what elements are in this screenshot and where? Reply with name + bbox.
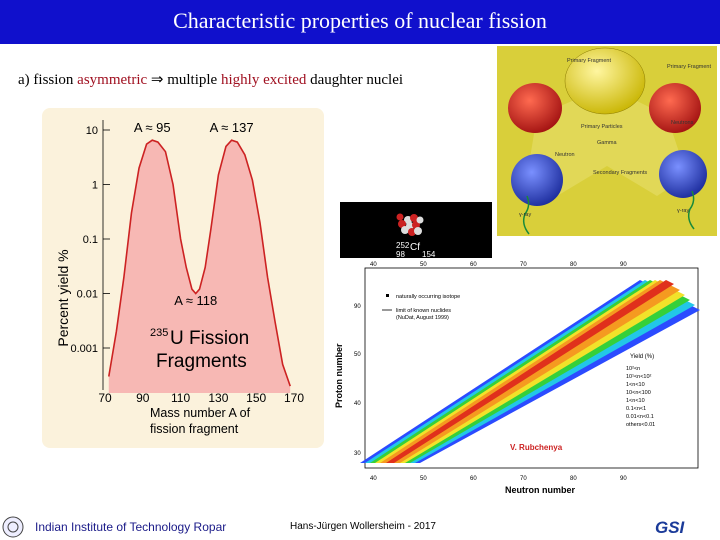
label-gamma-right: γ-ray <box>677 208 689 214</box>
label-secondary: Secondary Fragments <box>593 170 647 176</box>
peak-label: A ≈ 118 <box>174 293 217 308</box>
nuclide-x-tick-bottom: 80 <box>570 476 577 482</box>
fragments-label: Fragments <box>156 351 247 372</box>
nuclide-yield-band <box>360 280 700 463</box>
gamma-wave-right <box>687 190 695 230</box>
cf252-nucleus-image: 252 Cf 98 154 <box>340 202 492 258</box>
x-tick-label: 90 <box>136 391 150 405</box>
beam-shape <box>527 86 687 196</box>
yield-plot-area: 10 1 0.1 0.01 0.001 70 90 110 130 150 170 A ≈ 95 A ≈… <box>70 120 304 405</box>
institute-logo <box>2 516 24 538</box>
yield-legend-level: 0.1<n<1 <box>626 406 646 412</box>
label-gamma: Gamma <box>597 140 618 146</box>
x-tick-label: 150 <box>246 391 266 405</box>
legend-stable: naturally occurring isotope <box>396 294 460 300</box>
x-tick-label: 70 <box>98 391 112 405</box>
peak-label: A ≈ 95 <box>134 120 171 135</box>
u235-label: U Fission <box>170 328 249 349</box>
nuclide-x-tick-bottom: 40 <box>370 476 377 482</box>
secondary-fragment-left <box>511 154 563 206</box>
gsi-logo: GSI <box>655 518 685 537</box>
y-tick-label: 0.001 <box>70 343 98 355</box>
nuclide-x-tick-bottom: 90 <box>620 476 627 482</box>
yield-curve <box>107 139 291 387</box>
subtitle-asymmetric: asymmetric <box>77 72 148 88</box>
gamma-wave-left <box>522 195 530 235</box>
y-tick-label: 1 <box>92 180 98 192</box>
nuclide-x-tick-top: 50 <box>420 262 427 268</box>
yield-legend-level: 1<n<10 <box>626 382 645 388</box>
nuclide-frame <box>364 267 699 469</box>
nuclide-xlabel: Neutron number <box>505 485 575 495</box>
label-neutrons: Neutrons <box>671 120 694 126</box>
credit-label: V. Rubchenya <box>510 443 563 452</box>
nuclide-yield-chart: 40 40 50 50 60 60 70 70 80 80 90 90 30 40 50 90 natural… <box>330 258 720 500</box>
nuclide-legend: naturally occurring isotope limit of kno… <box>382 294 460 321</box>
nuclide-y-tick: 30 <box>354 451 361 457</box>
primary-fragment-left <box>508 83 562 133</box>
label-neutron-mid: Neutron <box>555 152 575 158</box>
nuclide-x-tick-bottom: 60 <box>470 476 477 482</box>
yield-legend-title: Yield (%) <box>630 354 654 360</box>
x-tick-label: 110 <box>171 391 190 405</box>
yield-legend-level: 10²<n <box>626 366 640 372</box>
footer-institute: Indian Institute of Technology Ropar <box>35 520 227 534</box>
y-tick-label: 0.1 <box>83 234 98 246</box>
nucleus-n: 154 <box>422 250 436 258</box>
nuclide-x-tick-top: 40 <box>370 262 377 268</box>
legend-nudat: (NuDat, August 1999) <box>396 315 449 321</box>
nucleus-symbol: Cf <box>410 242 420 253</box>
primary-fragment-right <box>649 83 701 133</box>
nuclide-x-tick-top: 70 <box>520 262 527 268</box>
yield-legend-level: 0.01<n<0.1 <box>626 414 654 420</box>
nuclide-y-tick: 40 <box>354 401 361 407</box>
yield-chart-panel: 10 1 0.1 0.01 0.001 70 90 110 130 150 170 A ≈ 95 A ≈… <box>42 108 324 448</box>
yield-layer <box>386 280 674 463</box>
nucleus-mass: 252 <box>396 241 410 250</box>
nuclide-yield-legend: Yield (%) 10²<n 10¹<n<10² 1<n<10 10<n<100 1<… <box>626 354 655 428</box>
yield-legend-level: 10<n<100 <box>626 390 651 396</box>
label-primary-right: Primary Fragment <box>667 64 711 70</box>
nuclide-x-tick-top: 60 <box>470 262 477 268</box>
x-axis-label-line2: fission fragment <box>150 422 239 436</box>
yield-legend-level: 10¹<n<10² <box>626 374 652 380</box>
page-title: Characteristic properties of nuclear fis… <box>173 8 547 33</box>
subtitle-suffix: daughter nuclei <box>306 72 404 88</box>
secondary-fragment-right <box>659 150 707 198</box>
yield-area <box>108 140 291 393</box>
title-bar: Characteristic properties of nuclear fis… <box>0 0 720 44</box>
subtitle-excited: highly excited <box>220 72 307 88</box>
nuclide-x-tick-top: 80 <box>570 262 577 268</box>
nuclide-x-tick-bottom: 50 <box>420 476 427 482</box>
footer-author: Hans-Jürgen Wollersheim - 2017 <box>290 521 436 532</box>
nuclide-y-tick: 90 <box>354 304 361 310</box>
y-tick-label: 10 <box>86 125 98 137</box>
compound-nucleus <box>564 47 646 115</box>
label-primary-particles: Primary Particles <box>581 124 623 130</box>
u235-superscript: 235 <box>150 327 168 339</box>
subtitle-arrow: ⇒ multiple <box>147 72 221 88</box>
label-primary-left: Primary Fragment <box>567 58 611 64</box>
peak-label: A ≈ 137 <box>210 120 254 135</box>
nuclide-ylabel: Proton number <box>334 343 344 408</box>
y-tick-label: 0.01 <box>77 289 98 301</box>
x-axis-label-line1: Mass number A of <box>150 406 251 420</box>
x-tick-label: 130 <box>208 391 228 405</box>
nuclide-x-tick-top: 90 <box>620 262 627 268</box>
yield-chart: 10 1 0.1 0.01 0.001 70 90 110 130 150 170 A ≈ 95 A ≈… <box>55 120 304 436</box>
nuclide-x-tick-bottom: 70 <box>520 476 527 482</box>
subtitle-prefix: a) fission <box>18 72 78 88</box>
nucleus-z: 98 <box>396 250 405 258</box>
subtitle: a) fission asymmetric ⇒ multiple highly … <box>18 70 403 89</box>
fission-illustration: Primary Fragment Primary Fragment Primar… <box>497 46 717 236</box>
label-gamma-left: γ-ray <box>519 212 531 218</box>
nuclide-y-tick: 50 <box>354 352 361 358</box>
yield-legend-level: others<0.01 <box>626 422 655 428</box>
x-tick-label: 170 <box>284 391 304 405</box>
nuclide-ticks: 40 40 50 50 60 60 70 70 80 80 90 90 30 40 50 90 <box>354 262 627 482</box>
yield-legend-level: 1<n<10 <box>626 398 645 404</box>
y-axis-label: Percent yield % <box>55 249 71 346</box>
nucleus-cluster <box>396 213 424 236</box>
legend-known: limit of known nuclides <box>396 308 451 314</box>
